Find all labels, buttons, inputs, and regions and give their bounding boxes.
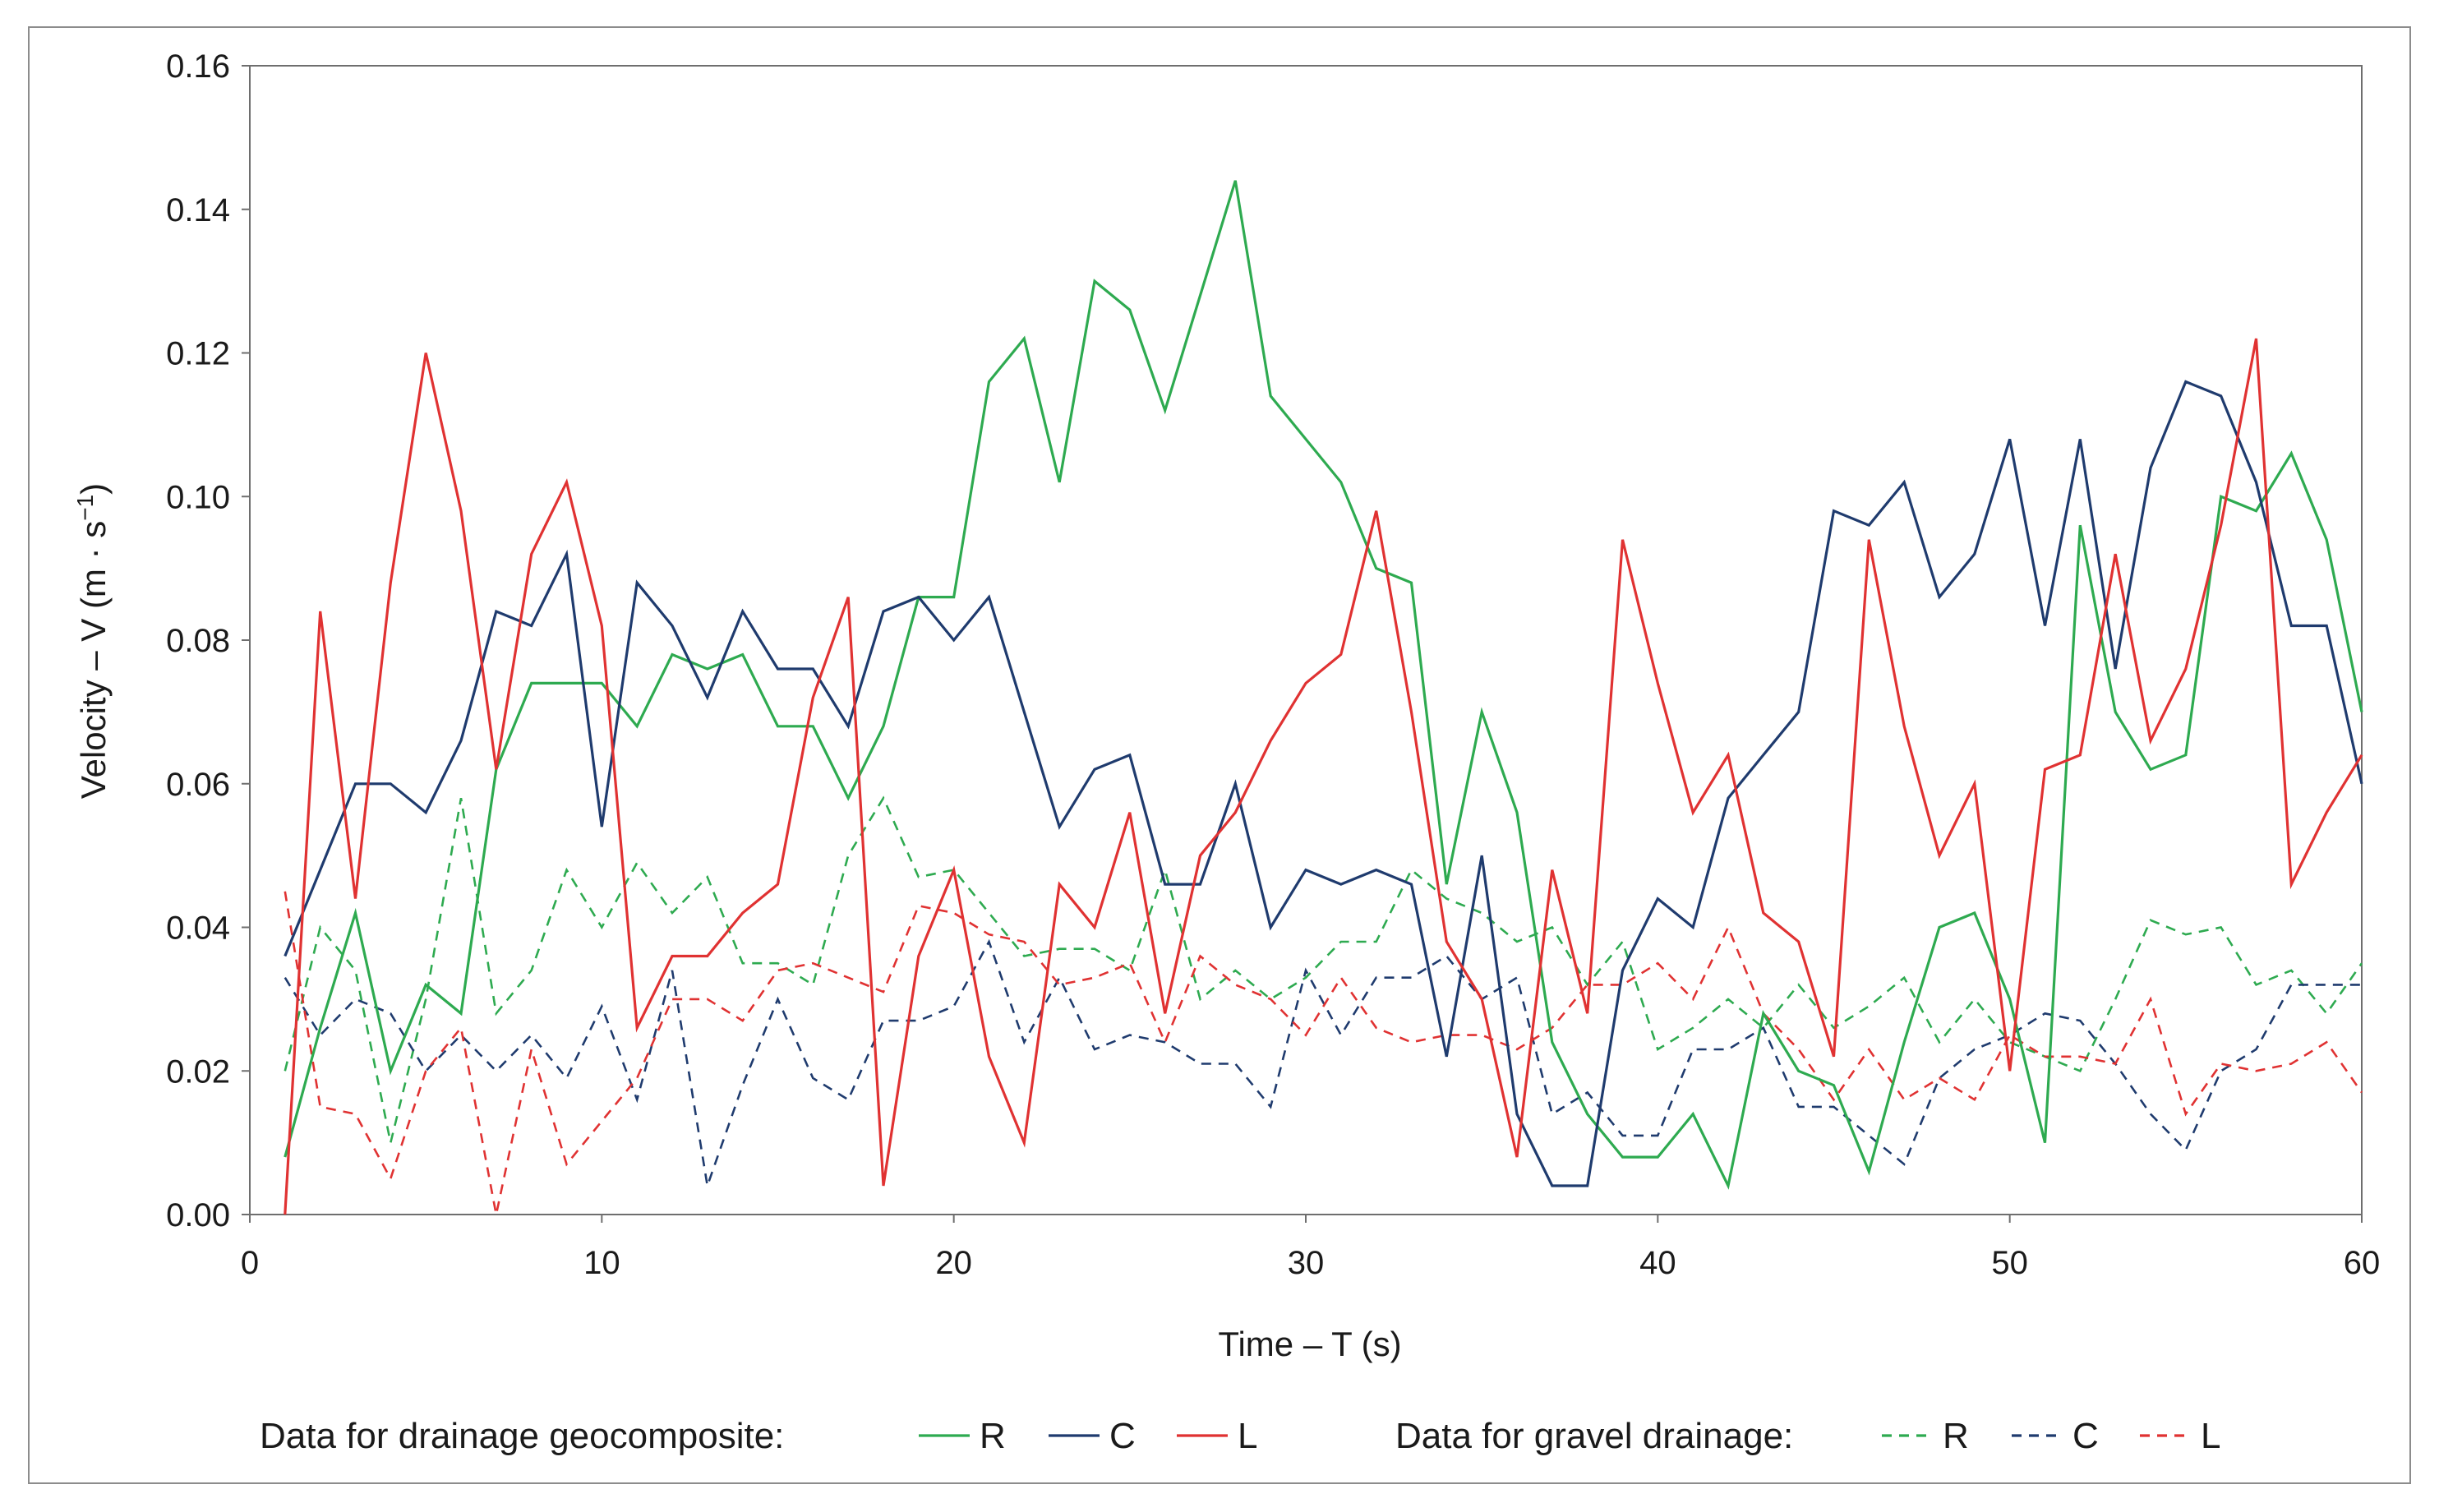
plot-area-border: [249, 65, 2363, 1215]
y-tick-label: 0.10: [166, 479, 230, 515]
x-tick-label: 10: [583, 1245, 620, 1281]
legend-label-geocomposite-L: L: [1238, 1416, 1257, 1456]
y-tick-label: 0.06: [166, 767, 230, 803]
x-tick-label: 30: [1288, 1245, 1325, 1281]
series-line-geocomposite-C: [284, 380, 2363, 1187]
y-tick-label: 0.16: [166, 48, 230, 85]
y-tick-label: 0.14: [166, 192, 230, 228]
x-tick-label: 40: [1639, 1245, 1676, 1281]
y-axis-title-close: ): [74, 483, 113, 495]
x-axis-title: Time – T (s): [1218, 1325, 1401, 1363]
y-axis-title: Velocity – V (m · s−1): [72, 483, 113, 799]
y-tick-label: 0.12: [166, 336, 230, 372]
legend-title-gravel: Data for gravel drainage:: [1395, 1416, 1793, 1456]
y-axis-title-main: Velocity – V (m · s: [74, 521, 113, 799]
y-tick-label: 0.04: [166, 910, 230, 947]
series-line-geocomposite-L: [284, 338, 2363, 1215]
x-tick-label: 20: [935, 1245, 972, 1281]
legend-label-geocomposite-C: C: [1109, 1416, 1136, 1456]
y-tick-label: 0.08: [166, 623, 230, 659]
chart-frame: [28, 26, 2411, 1484]
y-axis-title-sup: −1: [72, 495, 98, 521]
legend-label-gravel-L: L: [2201, 1416, 2220, 1456]
legend: Data for drainage geocomposite: Data for…: [260, 1416, 2220, 1456]
axes: 0.00 0.02 0.04 0.06 0.08 0.10 0.12 0.14 0.16 0 10 2…: [166, 48, 2380, 1281]
x-tick-label: 0: [241, 1245, 259, 1281]
y-tick-label: 0.00: [166, 1197, 230, 1233]
legend-label-gravel-C: C: [2072, 1416, 2099, 1456]
legend-title-geocomposite: Data for drainage geocomposite:: [260, 1416, 784, 1456]
legend-label-geocomposite-R: R: [980, 1416, 1006, 1456]
series-layer: [284, 180, 2363, 1215]
series-line-geocomposite-R: [284, 180, 2363, 1190]
series-line-gravel-L: [284, 891, 2363, 1215]
series-line-gravel-R: [284, 795, 2363, 1143]
y-tick-label: 0.02: [166, 1053, 230, 1090]
legend-label-gravel-R: R: [1943, 1416, 1969, 1456]
x-tick-label: 50: [1991, 1245, 2028, 1281]
x-tick-label: 60: [2344, 1245, 2381, 1281]
